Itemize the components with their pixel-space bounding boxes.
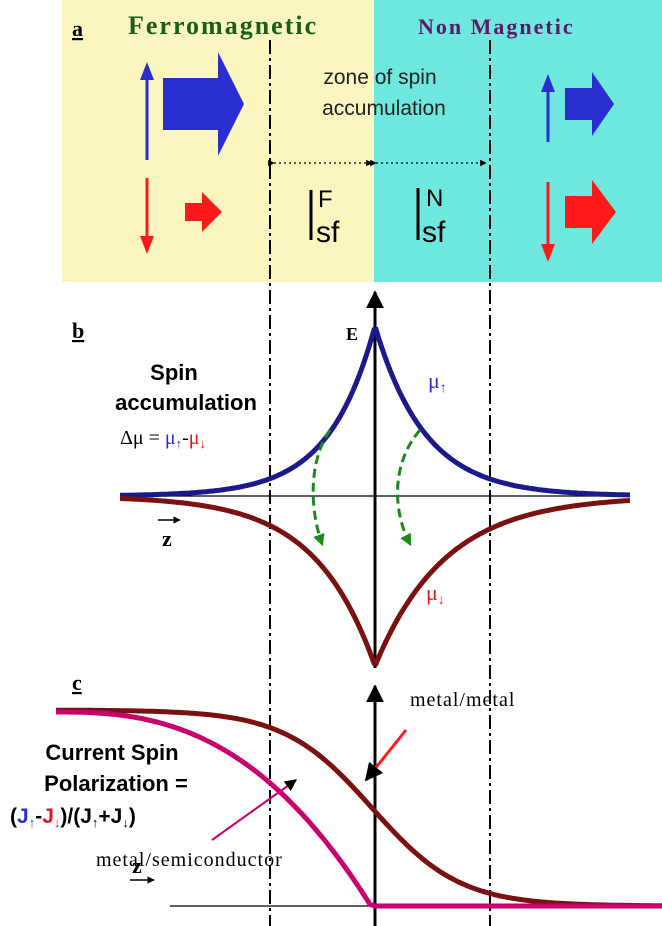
- mu-up-label: μ↑: [428, 368, 447, 396]
- current-polarization-formula: (J↑-J↓)/(J↑+J↓): [10, 805, 136, 830]
- panel-c-label: c: [72, 670, 82, 695]
- svg-text:sf: sf: [316, 216, 340, 249]
- spin-accum-title-line2: accumulation: [115, 390, 257, 415]
- energy-axis-label: E: [346, 324, 358, 344]
- relaxation-arrow-left: [311, 429, 332, 547]
- metal-metal-label: metal/metal: [410, 689, 515, 711]
- nm-up-current-arrow: [565, 72, 614, 136]
- ferro-down-current-arrow: [185, 192, 222, 232]
- nonmagnetic-region: [374, 0, 662, 282]
- panel-b-label: b: [72, 318, 84, 343]
- mu-down-label: μ↓: [426, 580, 445, 608]
- zone-text-line1: zone of spin: [323, 66, 436, 89]
- mu-down-curve: [119, 495, 631, 667]
- spin-accum-title-line1: Spin: [150, 360, 198, 385]
- current-polarization-line2: Polarization =: [44, 771, 188, 796]
- ferromagnetic-title: Ferromagnetic: [128, 11, 318, 40]
- zone-text-line2: accumulation: [322, 97, 446, 120]
- panel-a-label: a: [72, 16, 83, 41]
- ferro-spin-up-arrow: [140, 62, 154, 160]
- metal-semiconductor-curve: [56, 709, 662, 909]
- current-polarization-line1: Current Spin: [45, 740, 178, 765]
- ferro-up-current-arrow: [163, 52, 244, 156]
- metal-semiconductor-label: metal/semiconductor: [96, 849, 283, 871]
- nonmagnetic-title: Non Magnetic: [418, 14, 575, 39]
- delta-mu-formula: Δμ = μ↑-μ↓: [120, 427, 206, 451]
- lsf-N-label: N sf: [416, 185, 446, 249]
- svg-text:N: N: [426, 185, 443, 212]
- nm-spin-up-arrow: [541, 74, 555, 142]
- metal-semiconductor-pointer: [211, 779, 297, 841]
- mu-up-curve: [120, 326, 631, 498]
- nm-spin-down-arrow: [541, 182, 555, 262]
- ferro-spin-down-arrow: [140, 178, 154, 254]
- relaxation-arrow-right: [396, 429, 422, 547]
- metal-metal-curve: [55, 707, 662, 909]
- svg-text:F: F: [318, 186, 333, 213]
- panel-c-z-label: z: [132, 853, 142, 878]
- svg-text:sf: sf: [422, 216, 446, 249]
- lsf-F-label: F sf: [309, 186, 340, 249]
- nm-down-current-arrow: [565, 180, 616, 244]
- metal-metal-pointer: [364, 729, 408, 782]
- panel-b-z-label: z: [162, 526, 172, 551]
